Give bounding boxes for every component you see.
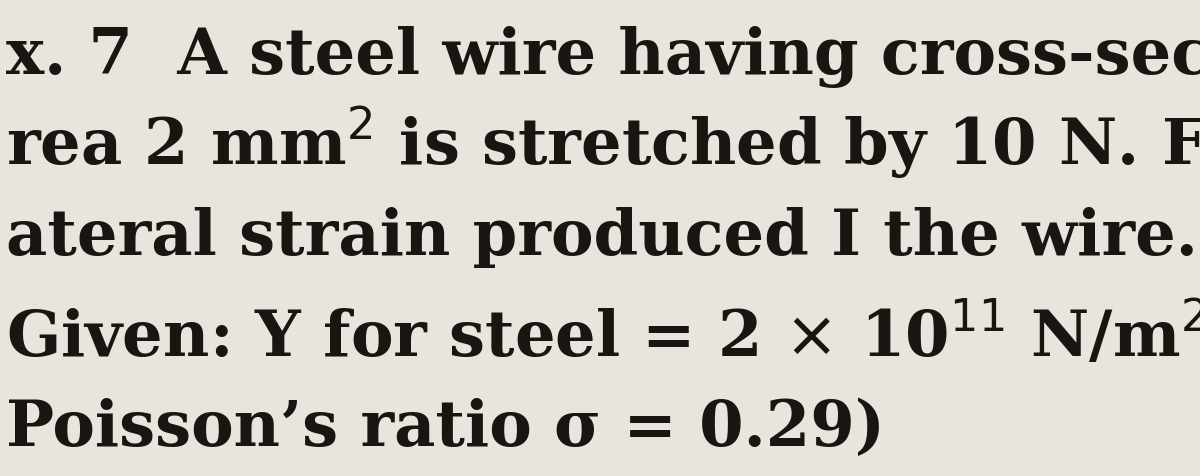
Text: x. 7  A steel wire having cross-sectional: x. 7 A steel wire having cross-sectional — [6, 26, 1200, 88]
Text: rea 2 mm$^{2}$ is stretched by 10 N. Find the: rea 2 mm$^{2}$ is stretched by 10 N. Fin… — [6, 105, 1200, 181]
Text: Given: Y for steel = 2 $\times$ 10$^{11}$ N/m$^{2}$,: Given: Y for steel = 2 $\times$ 10$^{11}… — [6, 297, 1200, 369]
Text: ateral strain produced I the wire.: ateral strain produced I the wire. — [6, 208, 1198, 268]
Text: Poisson’s ratio σ = 0.29): Poisson’s ratio σ = 0.29) — [6, 398, 886, 459]
